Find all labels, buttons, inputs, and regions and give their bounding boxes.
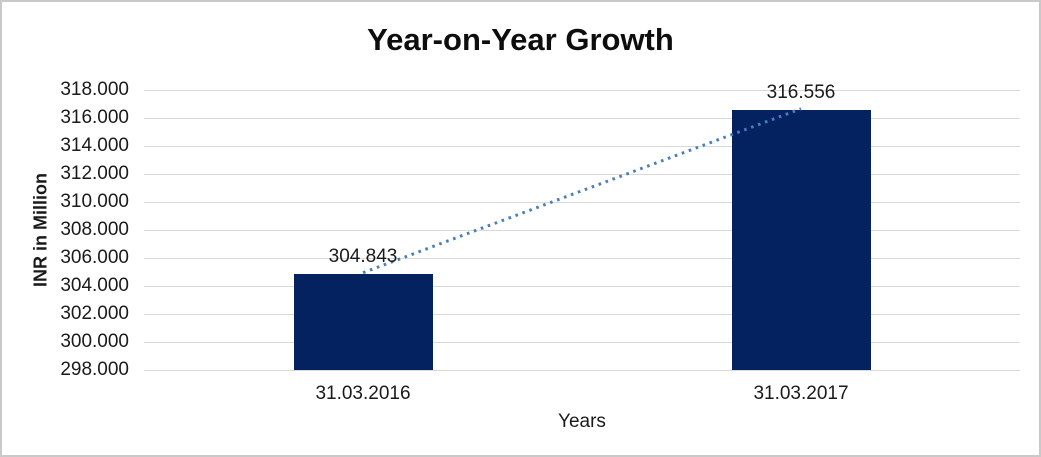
bar-31.03.2017 — [731, 110, 871, 370]
y-tick-label: 298.000 — [60, 359, 129, 380]
y-tick-label: 312.000 — [60, 163, 129, 184]
y-tick-label: 300.000 — [60, 331, 129, 352]
y-tick-label: 308.000 — [60, 219, 129, 240]
y-tick-label: 304.000 — [60, 275, 129, 296]
gridline — [144, 174, 1020, 175]
x-axis-title: Years — [558, 411, 606, 432]
x-tick-label: 31.03.2016 — [315, 383, 411, 404]
data-label: 304.843 — [328, 246, 398, 268]
bar-31.03.2016 — [293, 274, 433, 370]
chart-title: Year-on-Year Growth — [367, 22, 674, 57]
gridline — [144, 202, 1020, 203]
y-tick-label: 310.000 — [60, 191, 129, 212]
y-tick-label: 306.000 — [60, 247, 129, 268]
gridline — [144, 370, 1020, 371]
data-label: 316.556 — [766, 82, 836, 104]
gridline — [144, 118, 1020, 119]
x-tick-label: 31.03.2017 — [753, 383, 849, 404]
y-tick-label: 316.000 — [60, 107, 129, 128]
gridline — [144, 258, 1020, 259]
y-tick-label: 302.000 — [60, 303, 129, 324]
gridline — [144, 286, 1020, 287]
gridline — [144, 314, 1020, 315]
plot-area — [144, 90, 1020, 371]
gridline — [144, 146, 1020, 147]
y-tick-label: 314.000 — [60, 135, 129, 156]
y-tick-label: 318.000 — [60, 79, 129, 100]
gridline — [144, 90, 1020, 91]
gridline — [144, 342, 1020, 343]
gridline — [144, 230, 1020, 231]
